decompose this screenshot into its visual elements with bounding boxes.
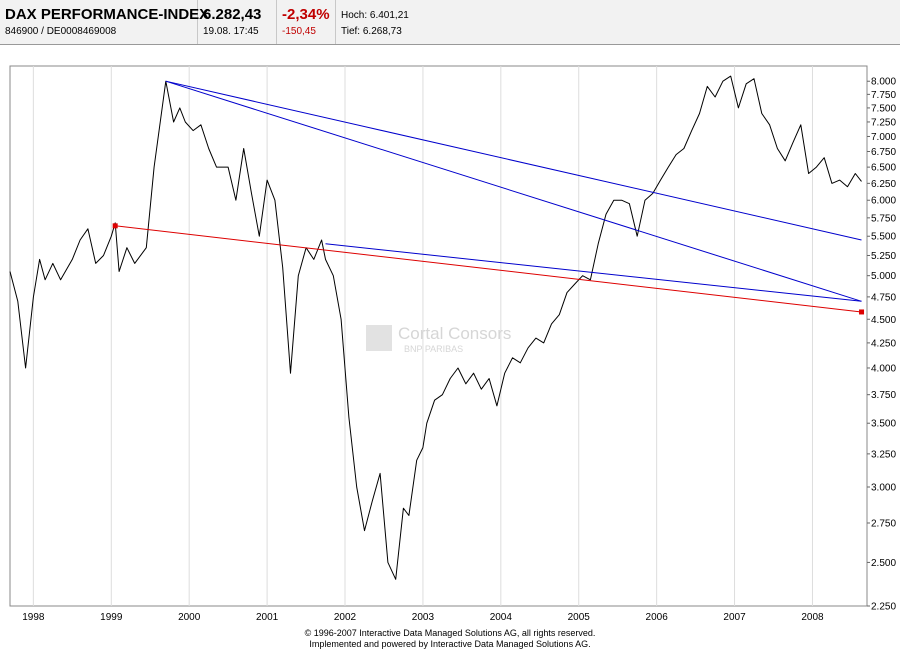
y-tick-label: 3.750 bbox=[871, 390, 896, 401]
blue-trendline bbox=[325, 243, 862, 302]
x-axis: 1998 1999 2000 2001 2002 2003 2004 2005 2006 2007… bbox=[22, 612, 824, 623]
powered-by-line: Implemented and powered by Interactive D… bbox=[309, 639, 591, 649]
y-tick-label: 5.500 bbox=[871, 232, 896, 243]
quote-datetime: 19.08. 17:45 bbox=[203, 26, 259, 37]
watermark-brand: Cortal Consors bbox=[398, 324, 511, 343]
x-tick-label: 2008 bbox=[801, 612, 824, 623]
trendline-endpoint bbox=[112, 223, 118, 229]
x-tick-label: 2000 bbox=[178, 612, 201, 623]
y-tick-label: 7.250 bbox=[871, 117, 896, 128]
y-tick-label: 5.250 bbox=[871, 251, 896, 262]
y-tick-label: 7.750 bbox=[871, 90, 896, 101]
day-high: Hoch: 6.401,21 bbox=[341, 10, 409, 21]
y-tick-label: 4.000 bbox=[871, 363, 896, 374]
y-tick-label: 3.250 bbox=[871, 449, 896, 460]
day-low: Tief: 6.268,73 bbox=[341, 26, 402, 37]
x-tick-label: 2001 bbox=[256, 612, 279, 623]
x-tick-label: 2006 bbox=[646, 612, 669, 623]
red-trendline bbox=[115, 225, 862, 313]
copyright-line: © 1996-2007 Interactive Data Managed Sol… bbox=[304, 628, 596, 638]
y-tick-label: 8.000 bbox=[871, 77, 896, 88]
quote-header: DAX PERFORMANCE-INDEX 846900 / DE0008469… bbox=[0, 0, 900, 45]
y-tick-label: 4.750 bbox=[871, 292, 896, 303]
y-tick-label: 7.000 bbox=[871, 132, 896, 143]
series-layer bbox=[9, 75, 865, 580]
watermark-logo bbox=[366, 325, 392, 351]
x-tick-label: 2002 bbox=[334, 612, 357, 623]
y-tick-label: 5.750 bbox=[871, 213, 896, 224]
range-cell: Hoch: 6.401,21 Tief: 6.268,73 bbox=[336, 0, 900, 44]
change-cell: -2,34% -150,45 bbox=[277, 0, 336, 44]
last-price: 6.282,43 bbox=[203, 6, 262, 23]
copyright-footer: © 1996-2007 Interactive Data Managed Sol… bbox=[0, 628, 900, 650]
blue-trendline bbox=[165, 80, 862, 241]
y-tick-label: 5.000 bbox=[871, 271, 896, 282]
watermark-sub: BNP PARIBAS bbox=[404, 344, 463, 354]
y-tick-label: 7.500 bbox=[871, 103, 896, 114]
x-tick-label: 2003 bbox=[412, 612, 435, 623]
y-tick-label: 6.250 bbox=[871, 179, 896, 190]
plot-area bbox=[9, 65, 868, 607]
dax-chart: Cortal Consors BNP PARIBAS 8.000 7.750 7.5… bbox=[9, 65, 896, 623]
dax-price-line bbox=[9, 75, 862, 580]
x-tick-label: 2005 bbox=[568, 612, 591, 623]
y-tick-label: 6.000 bbox=[871, 196, 896, 207]
trendline-endpoint bbox=[859, 309, 865, 315]
price-cell: 6.282,43 19.08. 17:45 bbox=[198, 0, 277, 44]
y-tick-label: 3.000 bbox=[871, 482, 896, 493]
y-tick-label: 4.500 bbox=[871, 315, 896, 326]
change-absolute: -150,45 bbox=[282, 26, 316, 37]
x-grid bbox=[32, 66, 813, 606]
y-tick-label: 4.250 bbox=[871, 338, 896, 349]
y-axis: 8.000 7.750 7.500 7.250 7.000 6.750 6.500 6.250… bbox=[867, 77, 896, 613]
x-tick-label: 2007 bbox=[723, 612, 746, 623]
instrument-name: DAX PERFORMANCE-INDEX bbox=[5, 6, 210, 23]
x-tick-label: 1998 bbox=[22, 612, 45, 623]
instrument-cell: DAX PERFORMANCE-INDEX 846900 / DE0008469… bbox=[0, 0, 209, 44]
y-tick-label: 6.750 bbox=[871, 147, 896, 158]
y-tick-label: 2.500 bbox=[871, 558, 896, 569]
x-tick-label: 2004 bbox=[490, 612, 513, 623]
y-tick-label: 2.750 bbox=[871, 518, 896, 529]
x-tick-label: 1999 bbox=[100, 612, 123, 623]
change-percent: -2,34% bbox=[282, 6, 330, 23]
blue-trendline bbox=[165, 80, 862, 302]
watermark: Cortal Consors BNP PARIBAS bbox=[366, 324, 511, 354]
instrument-id: 846900 / DE0008469008 bbox=[5, 26, 117, 37]
y-tick-label: 2.250 bbox=[871, 602, 896, 613]
y-tick-label: 6.500 bbox=[871, 163, 896, 174]
y-tick-label: 3.500 bbox=[871, 419, 896, 430]
